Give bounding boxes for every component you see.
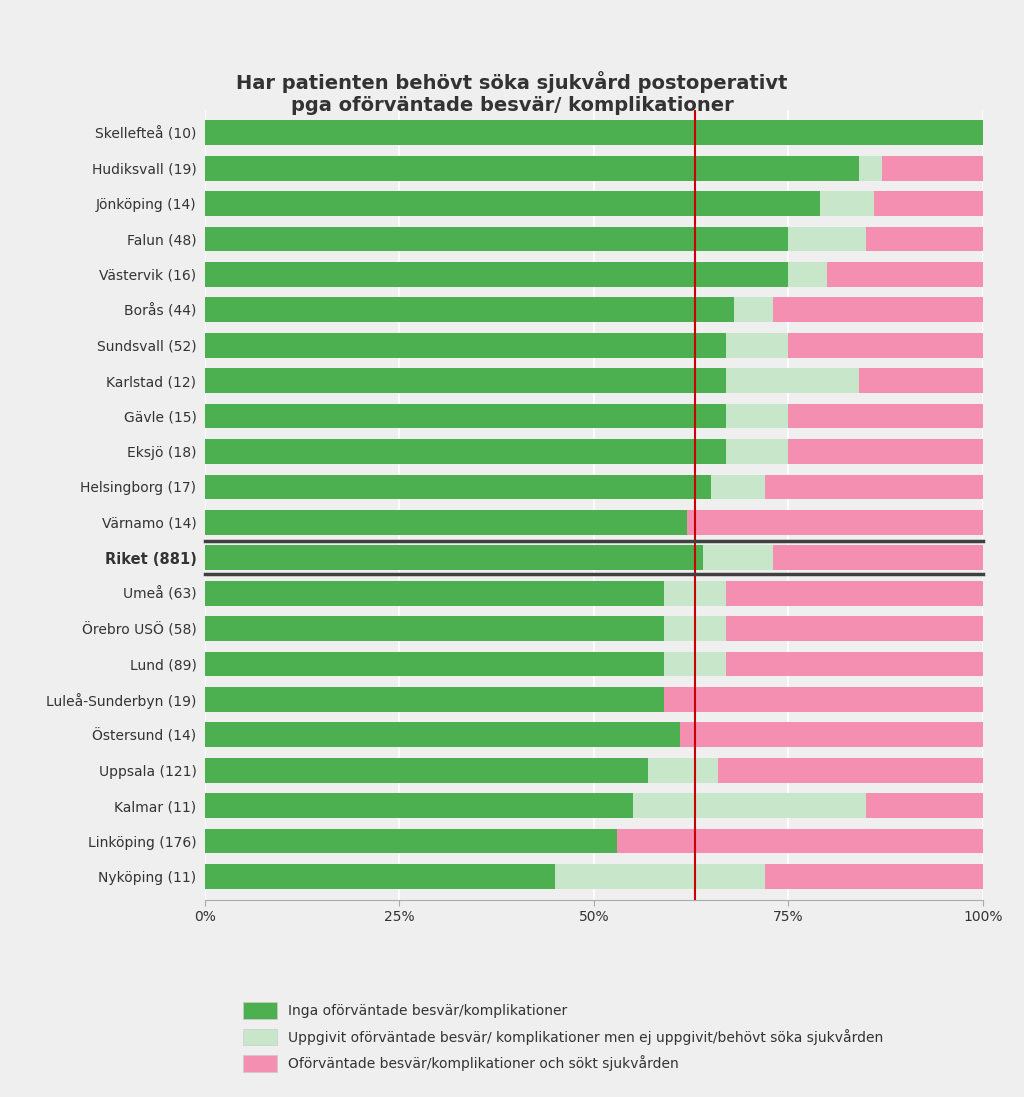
- Bar: [702, 545, 773, 570]
- Bar: [205, 510, 687, 534]
- Legend: Inga oförväntade besvär/komplikationer, Uppgivit oförväntade besvär/ komplikatio: Inga oförväntade besvär/komplikationer, …: [236, 995, 891, 1079]
- Bar: [773, 297, 983, 323]
- Bar: [205, 227, 788, 251]
- Bar: [648, 758, 719, 782]
- Bar: [664, 580, 726, 606]
- Bar: [726, 580, 983, 606]
- Bar: [882, 156, 983, 181]
- Bar: [205, 369, 726, 393]
- Bar: [819, 191, 874, 216]
- Bar: [726, 652, 983, 677]
- Bar: [874, 191, 983, 216]
- Text: Har patienten behövt söka sjukvård postoperativt
pga oförväntade besvär/ komplik: Har patienten behövt söka sjukvård posto…: [237, 71, 787, 115]
- Bar: [205, 121, 983, 145]
- Bar: [205, 545, 702, 570]
- Bar: [205, 580, 664, 606]
- Bar: [205, 652, 664, 677]
- Bar: [726, 404, 788, 429]
- Bar: [205, 617, 664, 641]
- Bar: [788, 439, 983, 464]
- Bar: [827, 262, 983, 286]
- Bar: [734, 297, 773, 323]
- Bar: [205, 439, 726, 464]
- Bar: [788, 227, 866, 251]
- Bar: [858, 156, 882, 181]
- Bar: [773, 545, 983, 570]
- Bar: [633, 793, 866, 818]
- Bar: [555, 864, 765, 889]
- Bar: [726, 332, 788, 358]
- Bar: [765, 475, 983, 499]
- Bar: [664, 652, 726, 677]
- Bar: [205, 262, 788, 286]
- Bar: [680, 723, 983, 747]
- Bar: [617, 828, 983, 853]
- Bar: [205, 156, 858, 181]
- Bar: [711, 475, 765, 499]
- Bar: [726, 439, 788, 464]
- Bar: [788, 404, 983, 429]
- Bar: [726, 617, 983, 641]
- Bar: [866, 227, 983, 251]
- Bar: [719, 758, 983, 782]
- Bar: [788, 262, 827, 286]
- Bar: [205, 864, 555, 889]
- Bar: [788, 332, 983, 358]
- Bar: [205, 828, 617, 853]
- Bar: [205, 723, 680, 747]
- Bar: [765, 864, 983, 889]
- Bar: [664, 687, 983, 712]
- Bar: [664, 617, 726, 641]
- Bar: [687, 510, 983, 534]
- Bar: [205, 793, 633, 818]
- Bar: [858, 369, 983, 393]
- Bar: [866, 793, 983, 818]
- Bar: [205, 332, 726, 358]
- Bar: [205, 297, 734, 323]
- Bar: [205, 191, 819, 216]
- Bar: [205, 687, 664, 712]
- Bar: [205, 758, 648, 782]
- Bar: [205, 475, 711, 499]
- Bar: [205, 404, 726, 429]
- Bar: [726, 369, 858, 393]
